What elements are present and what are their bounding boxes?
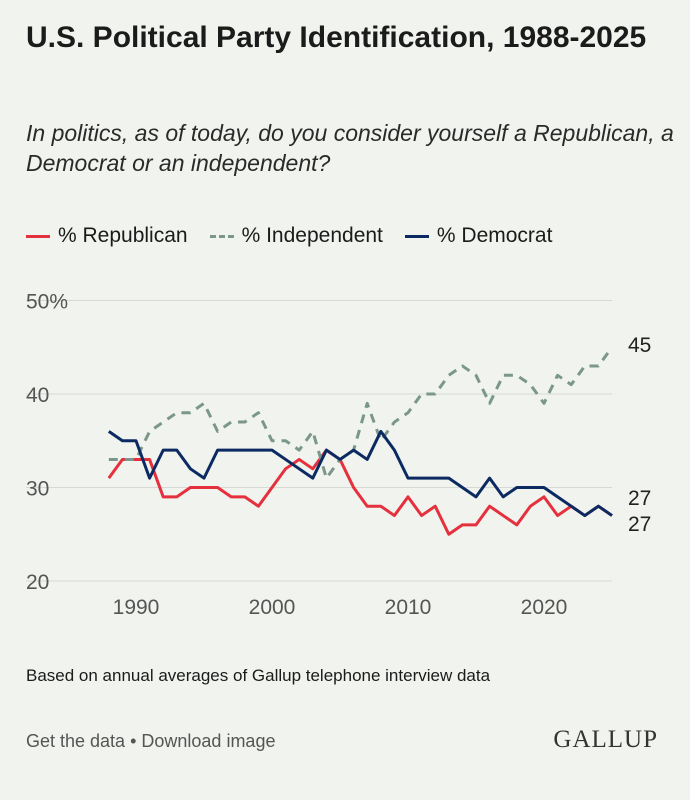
footer-links: Get the data • Download image bbox=[26, 731, 275, 752]
end-label: 27 bbox=[628, 487, 651, 510]
y-tick-label: 40 bbox=[26, 384, 49, 407]
y-tick-label: 30 bbox=[26, 478, 49, 501]
legend-label: % Democrat bbox=[436, 224, 553, 247]
download-image-link[interactable]: Download image bbox=[141, 731, 276, 751]
y-tick-label: 50% bbox=[26, 291, 68, 314]
x-tick-label: 2020 bbox=[521, 596, 568, 619]
series-line-democrat bbox=[107, 429, 613, 518]
end-label: 27 bbox=[628, 513, 651, 536]
footnote: Based on annual averages of Gallup telep… bbox=[26, 666, 491, 685]
legend-label: % Republican bbox=[58, 224, 188, 247]
legend-swatch bbox=[404, 234, 429, 238]
separator: • bbox=[125, 731, 142, 751]
chart-subtitle: In politics, as of today, do you conside… bbox=[26, 120, 674, 176]
legend-item-independent: % Independent bbox=[209, 224, 383, 248]
series-line-republican bbox=[107, 448, 613, 536]
get-data-link[interactable]: Get the data bbox=[26, 731, 126, 751]
gallup-logo: GALLUP bbox=[553, 726, 658, 753]
legend-swatch bbox=[209, 234, 234, 238]
x-tick-label: 2010 bbox=[385, 596, 432, 619]
end-label: 45 bbox=[628, 334, 651, 357]
y-tick-label: 20 bbox=[26, 571, 49, 594]
legend-swatch bbox=[26, 234, 50, 238]
legend: % Republican % Independent % Democrat bbox=[26, 224, 552, 248]
legend-item-republican: % Republican bbox=[26, 224, 188, 248]
legend-item-democrat: % Democrat bbox=[404, 224, 553, 248]
x-tick-label: 1990 bbox=[113, 596, 160, 619]
chart-title: U.S. Political Party Identification, 198… bbox=[26, 21, 647, 54]
legend-label: % Independent bbox=[241, 224, 383, 247]
x-tick-label: 2000 bbox=[249, 596, 296, 619]
